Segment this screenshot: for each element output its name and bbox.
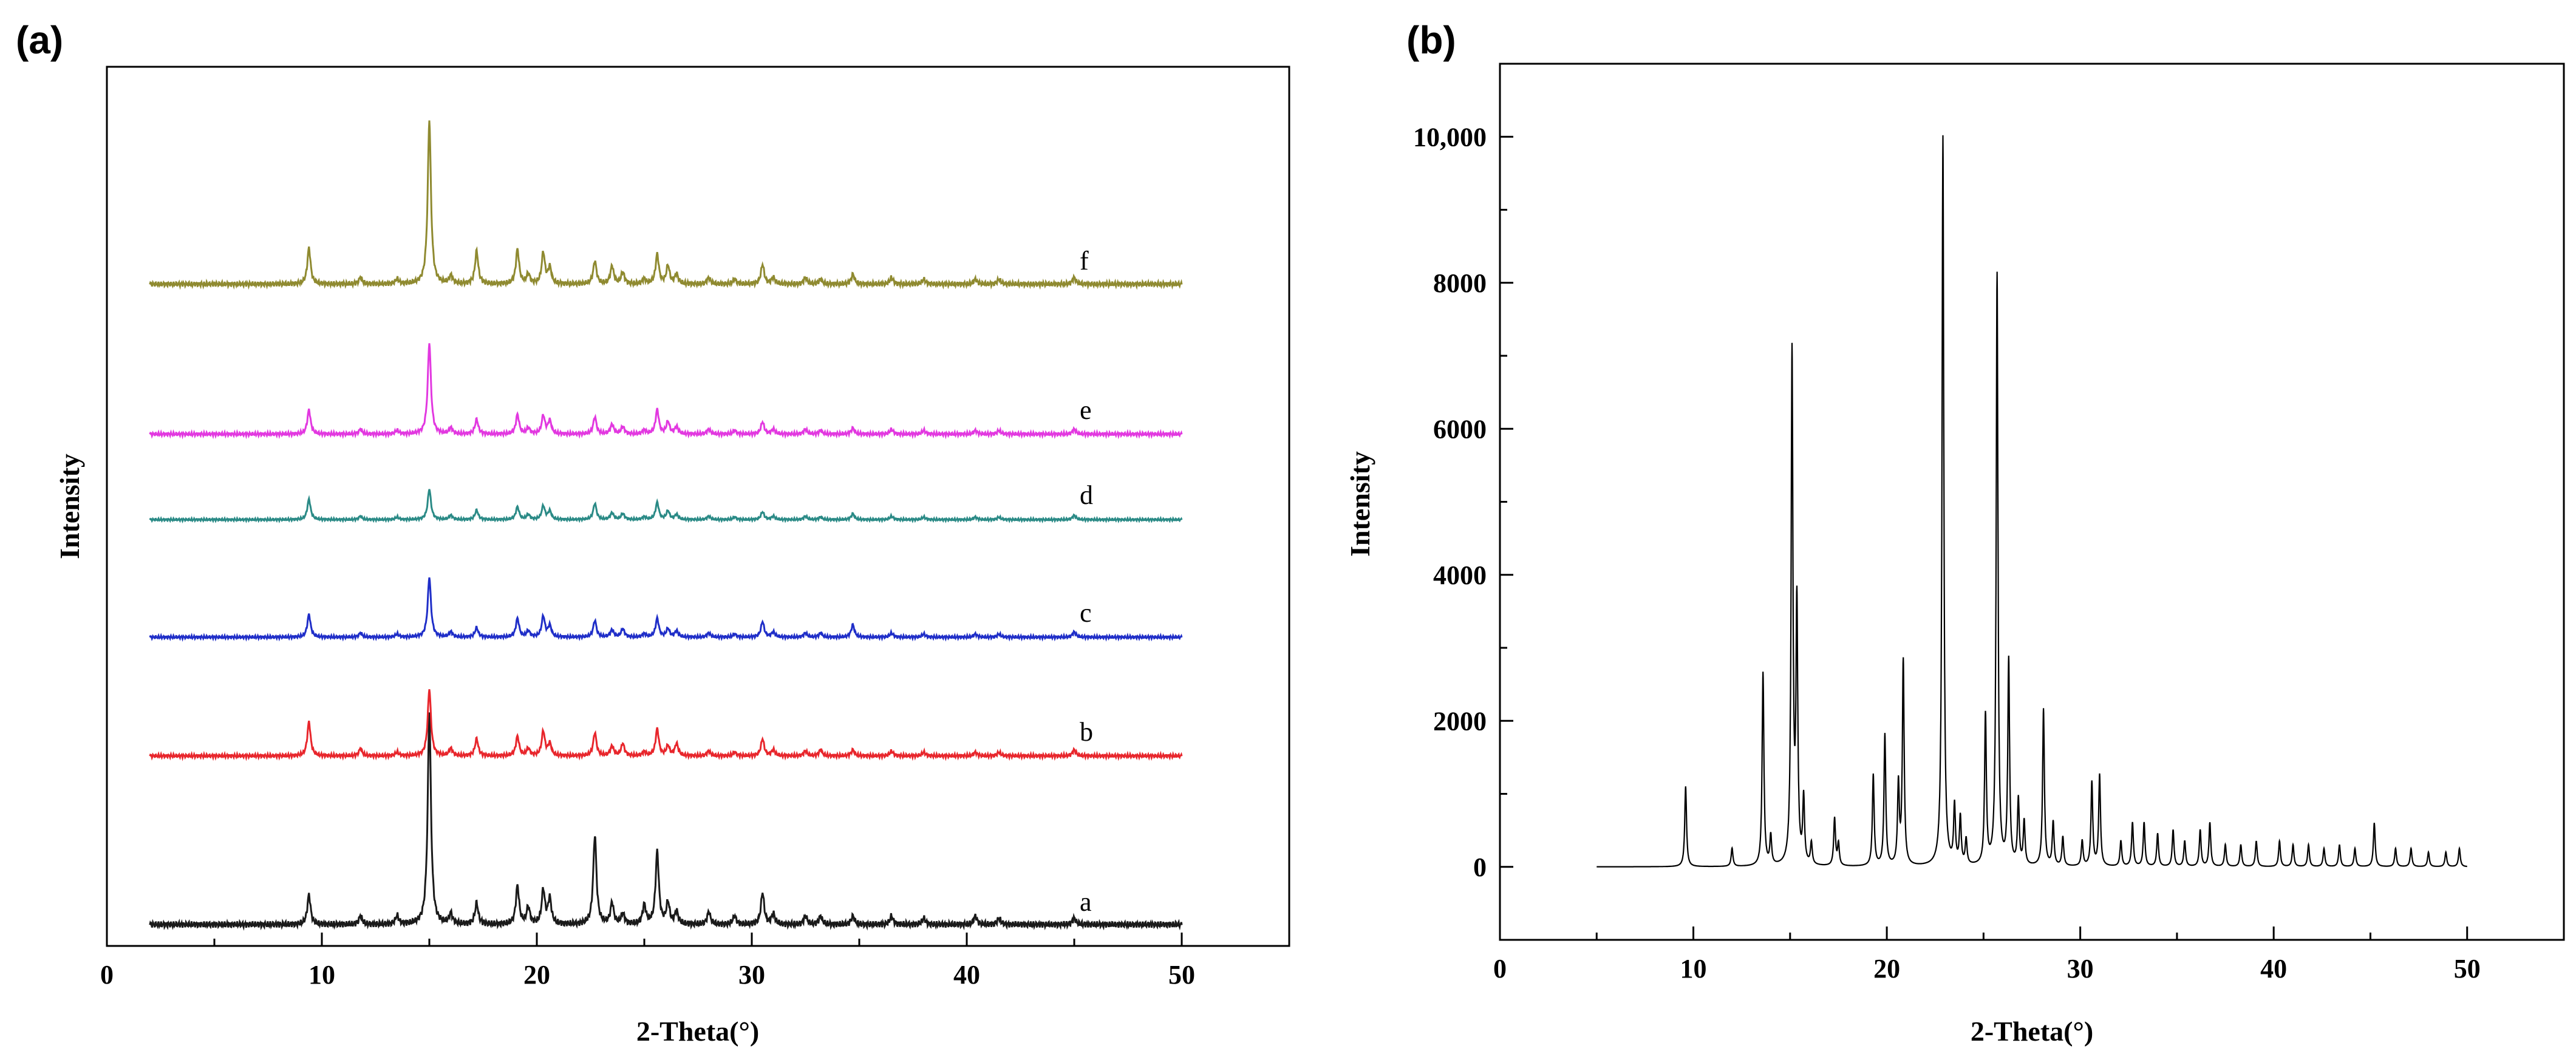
panel-a-series-label-a: a [1080,887,1092,917]
panel-a: (a) a b c d e f 0 10 20 30 40 50 2-Theta(°) Intens… [16,18,1290,1047]
panel-b-x-tick-label: 40 [2260,954,2287,984]
panel-b-x-tick-label: 0 [1493,954,1507,984]
panel-b-x-tick-label: 20 [1873,954,1900,984]
panel-a-x-tick-label: 10 [308,960,335,990]
panel-a-series-label-f: f [1080,246,1089,276]
panel-a-y-axis-title: Intensity [54,454,85,559]
panel-b-x-tick-label: 30 [2067,954,2094,984]
panel-a-series-label-d: d [1080,480,1093,510]
panel-a-x-tick-label: 40 [953,960,980,990]
panel-b-y-tick-label: 8000 [1433,268,1487,298]
panel-a-frame [106,66,1290,947]
panel-a-x-tick-label: 20 [523,960,550,990]
panel-a-series-c [149,577,1183,642]
panel-b-series-pattern [1596,135,2467,868]
panel-b-y-tick-label: 4000 [1433,560,1487,590]
panel-b-curves [1596,135,2467,868]
panel-a-series-e [149,343,1183,440]
panel-a-curves: a b c d e f [149,120,1183,931]
panel-a-x-tick-label: 50 [1168,960,1195,990]
panel-b-y-tick-label: 0 [1473,852,1487,882]
panel-a-series-b [149,689,1183,761]
panel-b-x-tick-label: 50 [2454,954,2481,984]
panel-b-frame [1499,63,2565,941]
panel-b-y-tick-label: 2000 [1433,706,1487,736]
panel-a-series-d [149,489,1183,524]
panel-b-y-tick-label: 10,000 [1413,122,1487,152]
panel-b-x-tick-label: 10 [1680,954,1707,984]
panel-a-x-axis: 0 10 20 30 40 50 [100,933,1290,990]
panel-a-x-axis-title: 2-Theta(°) [636,1016,759,1047]
panel-b-x-axis: 0 10 20 30 40 50 [1493,926,2565,984]
panel-a-series-a [149,712,1183,931]
panel-a-x-tick-label: 0 [100,960,114,990]
panel-b-x-axis-title: 2-Theta(°) [1971,1016,2093,1047]
panel-b: (b) 0 10 20 30 40 50 0200040006000800010,000 … [1344,18,2565,1047]
panel-a-series-label-e: e [1080,395,1092,425]
panel-a-label: (a) [16,18,63,62]
panel-a-series-label-b: b [1080,717,1093,747]
panel-a-series-label-c: c [1080,598,1092,628]
panel-b-y-axis: 0 2000 4000 6000 8000 10,000 [1413,63,1513,941]
panel-b-label: (b) [1406,18,1456,62]
panel-b-y-tick-label: 6000 [1433,414,1487,444]
panel-b-y-axis-title: Intensity [1344,451,1375,557]
panel-a-x-tick-label: 30 [738,960,765,990]
panel-a-series-f [149,120,1183,290]
